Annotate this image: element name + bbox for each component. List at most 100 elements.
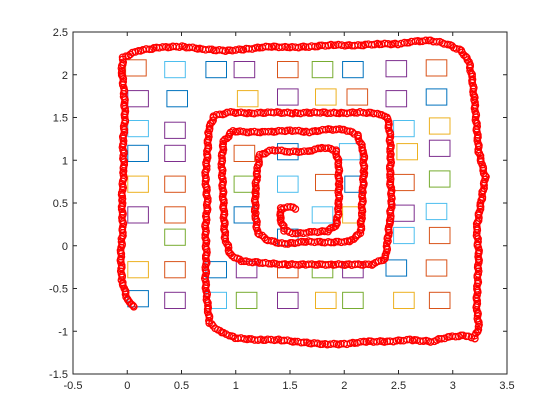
trajectory-marker bbox=[291, 205, 300, 213]
trajectory-marker bbox=[474, 148, 483, 156]
trajectory-marker bbox=[386, 170, 394, 179]
trajectory-marker bbox=[474, 317, 482, 325]
grid-rectangle bbox=[315, 88, 337, 106]
grid-rectangle bbox=[166, 90, 188, 108]
trajectory-marker bbox=[337, 238, 346, 247]
trajectory-marker bbox=[326, 340, 335, 349]
trajectory-marker bbox=[386, 337, 394, 346]
y-tick-label: 0.5 bbox=[53, 198, 68, 210]
axes-layer: -0.5 0 0.5 1 1.5 2 2.5 3 3.5 -1.5 -1 -0.5 0 0.5 1 1.5 2 2… bbox=[49, 27, 515, 392]
x-tick-label: 1 bbox=[233, 380, 239, 392]
grid-rectangle bbox=[277, 61, 299, 79]
x-tick-label: 0 bbox=[124, 380, 130, 392]
grid-rectangle bbox=[346, 88, 369, 106]
trajectory-marker bbox=[314, 144, 322, 153]
grid-rectangle bbox=[235, 291, 258, 309]
trajectory-marker bbox=[471, 334, 479, 343]
grid-rectangle bbox=[342, 291, 364, 309]
grid-rectangle bbox=[277, 291, 299, 309]
trajectory-marker bbox=[297, 237, 306, 246]
trajectory-marker bbox=[310, 227, 319, 236]
trajectory-marker bbox=[300, 108, 308, 117]
trajectory-marker bbox=[219, 140, 228, 148]
trajectory-marker bbox=[330, 238, 338, 247]
y-tick-label: 2 bbox=[62, 70, 68, 82]
trajectory-marker bbox=[270, 108, 278, 117]
trajectory-marker bbox=[264, 42, 273, 51]
grid-rectangle bbox=[233, 144, 256, 163]
grid-rectangle bbox=[164, 291, 186, 309]
trajectory-marker bbox=[473, 134, 482, 143]
trajectory-marker bbox=[277, 239, 286, 247]
trajectory-marker bbox=[354, 41, 362, 49]
grid-rectangle bbox=[428, 117, 451, 135]
grid-rectangle bbox=[385, 259, 408, 277]
trajectory-marker bbox=[386, 209, 395, 218]
trajectory-marker bbox=[245, 109, 253, 117]
trajectory-marker bbox=[364, 260, 373, 269]
trajectory-marker bbox=[478, 195, 487, 203]
y-tick-label: -0.5 bbox=[49, 284, 68, 296]
grid-rectangle bbox=[164, 261, 186, 279]
y-tick-label: 1 bbox=[62, 155, 68, 167]
trajectory-marker bbox=[258, 259, 267, 267]
trajectory-marker bbox=[305, 109, 313, 117]
grid-rectangle bbox=[385, 60, 408, 78]
trajectory-layer bbox=[116, 36, 490, 349]
grid-rectangle bbox=[236, 90, 259, 108]
y-tick-label: 0 bbox=[62, 241, 68, 253]
x-tick-label: 1.5 bbox=[282, 380, 297, 392]
grid-rectangle bbox=[127, 261, 149, 279]
trajectory-marker bbox=[223, 134, 231, 143]
trajectory-marker bbox=[313, 261, 322, 269]
trajectory-marker bbox=[118, 199, 127, 208]
trajectory-marker bbox=[340, 339, 349, 348]
trajectory-marker bbox=[201, 265, 210, 274]
grid-rectangle bbox=[425, 88, 448, 106]
grid-rectangle bbox=[205, 61, 227, 79]
grid-rectangle bbox=[164, 144, 186, 163]
grid-rectangle bbox=[315, 291, 337, 309]
grid-rectangle bbox=[428, 139, 451, 157]
trajectory-marker bbox=[369, 260, 378, 268]
trajectory-marker bbox=[474, 322, 483, 331]
grid-rectangle bbox=[428, 226, 451, 245]
x-tick-label: 3.5 bbox=[499, 380, 514, 392]
trajectory-marker bbox=[283, 203, 292, 211]
y-tick-label: -1 bbox=[58, 326, 68, 338]
trajectory-marker bbox=[240, 257, 248, 266]
y-tick-label: 1.5 bbox=[53, 113, 68, 125]
grid-rectangle bbox=[396, 143, 418, 161]
grid-rectangle bbox=[277, 88, 299, 106]
trajectory-marker bbox=[158, 43, 167, 51]
trajectory-marker bbox=[255, 150, 264, 159]
grid-rectangle bbox=[393, 291, 415, 309]
trajectory-marker bbox=[432, 37, 441, 46]
trajectory-marker bbox=[253, 167, 262, 175]
x-tick-label: 3 bbox=[450, 380, 456, 392]
grid-rectangle bbox=[428, 291, 451, 309]
trajectory-marker bbox=[283, 108, 292, 117]
grid-rectangle bbox=[311, 61, 334, 79]
trajectory-marker bbox=[479, 166, 487, 175]
trajectory-marker bbox=[226, 108, 235, 116]
grid-rectangle bbox=[127, 175, 149, 193]
trajectory-marker bbox=[264, 127, 273, 136]
trajectory-marker bbox=[437, 334, 446, 343]
trajectory-marker bbox=[421, 36, 430, 45]
grid-rectangle bbox=[277, 175, 299, 193]
trajectory-marker bbox=[280, 336, 288, 345]
grid-rectangle bbox=[425, 202, 448, 221]
trajectory-marker bbox=[343, 127, 351, 135]
trajectory-marker bbox=[255, 158, 263, 166]
trajectory-marker bbox=[386, 145, 394, 153]
grid-rectangle bbox=[233, 61, 256, 79]
grid-rectangle bbox=[164, 228, 186, 246]
trajectory-marker bbox=[357, 139, 365, 148]
trajectory-marker bbox=[299, 229, 308, 238]
trajectory-marker bbox=[472, 303, 481, 312]
trajectory-marker bbox=[350, 130, 358, 138]
trajectory-marker bbox=[289, 147, 298, 156]
